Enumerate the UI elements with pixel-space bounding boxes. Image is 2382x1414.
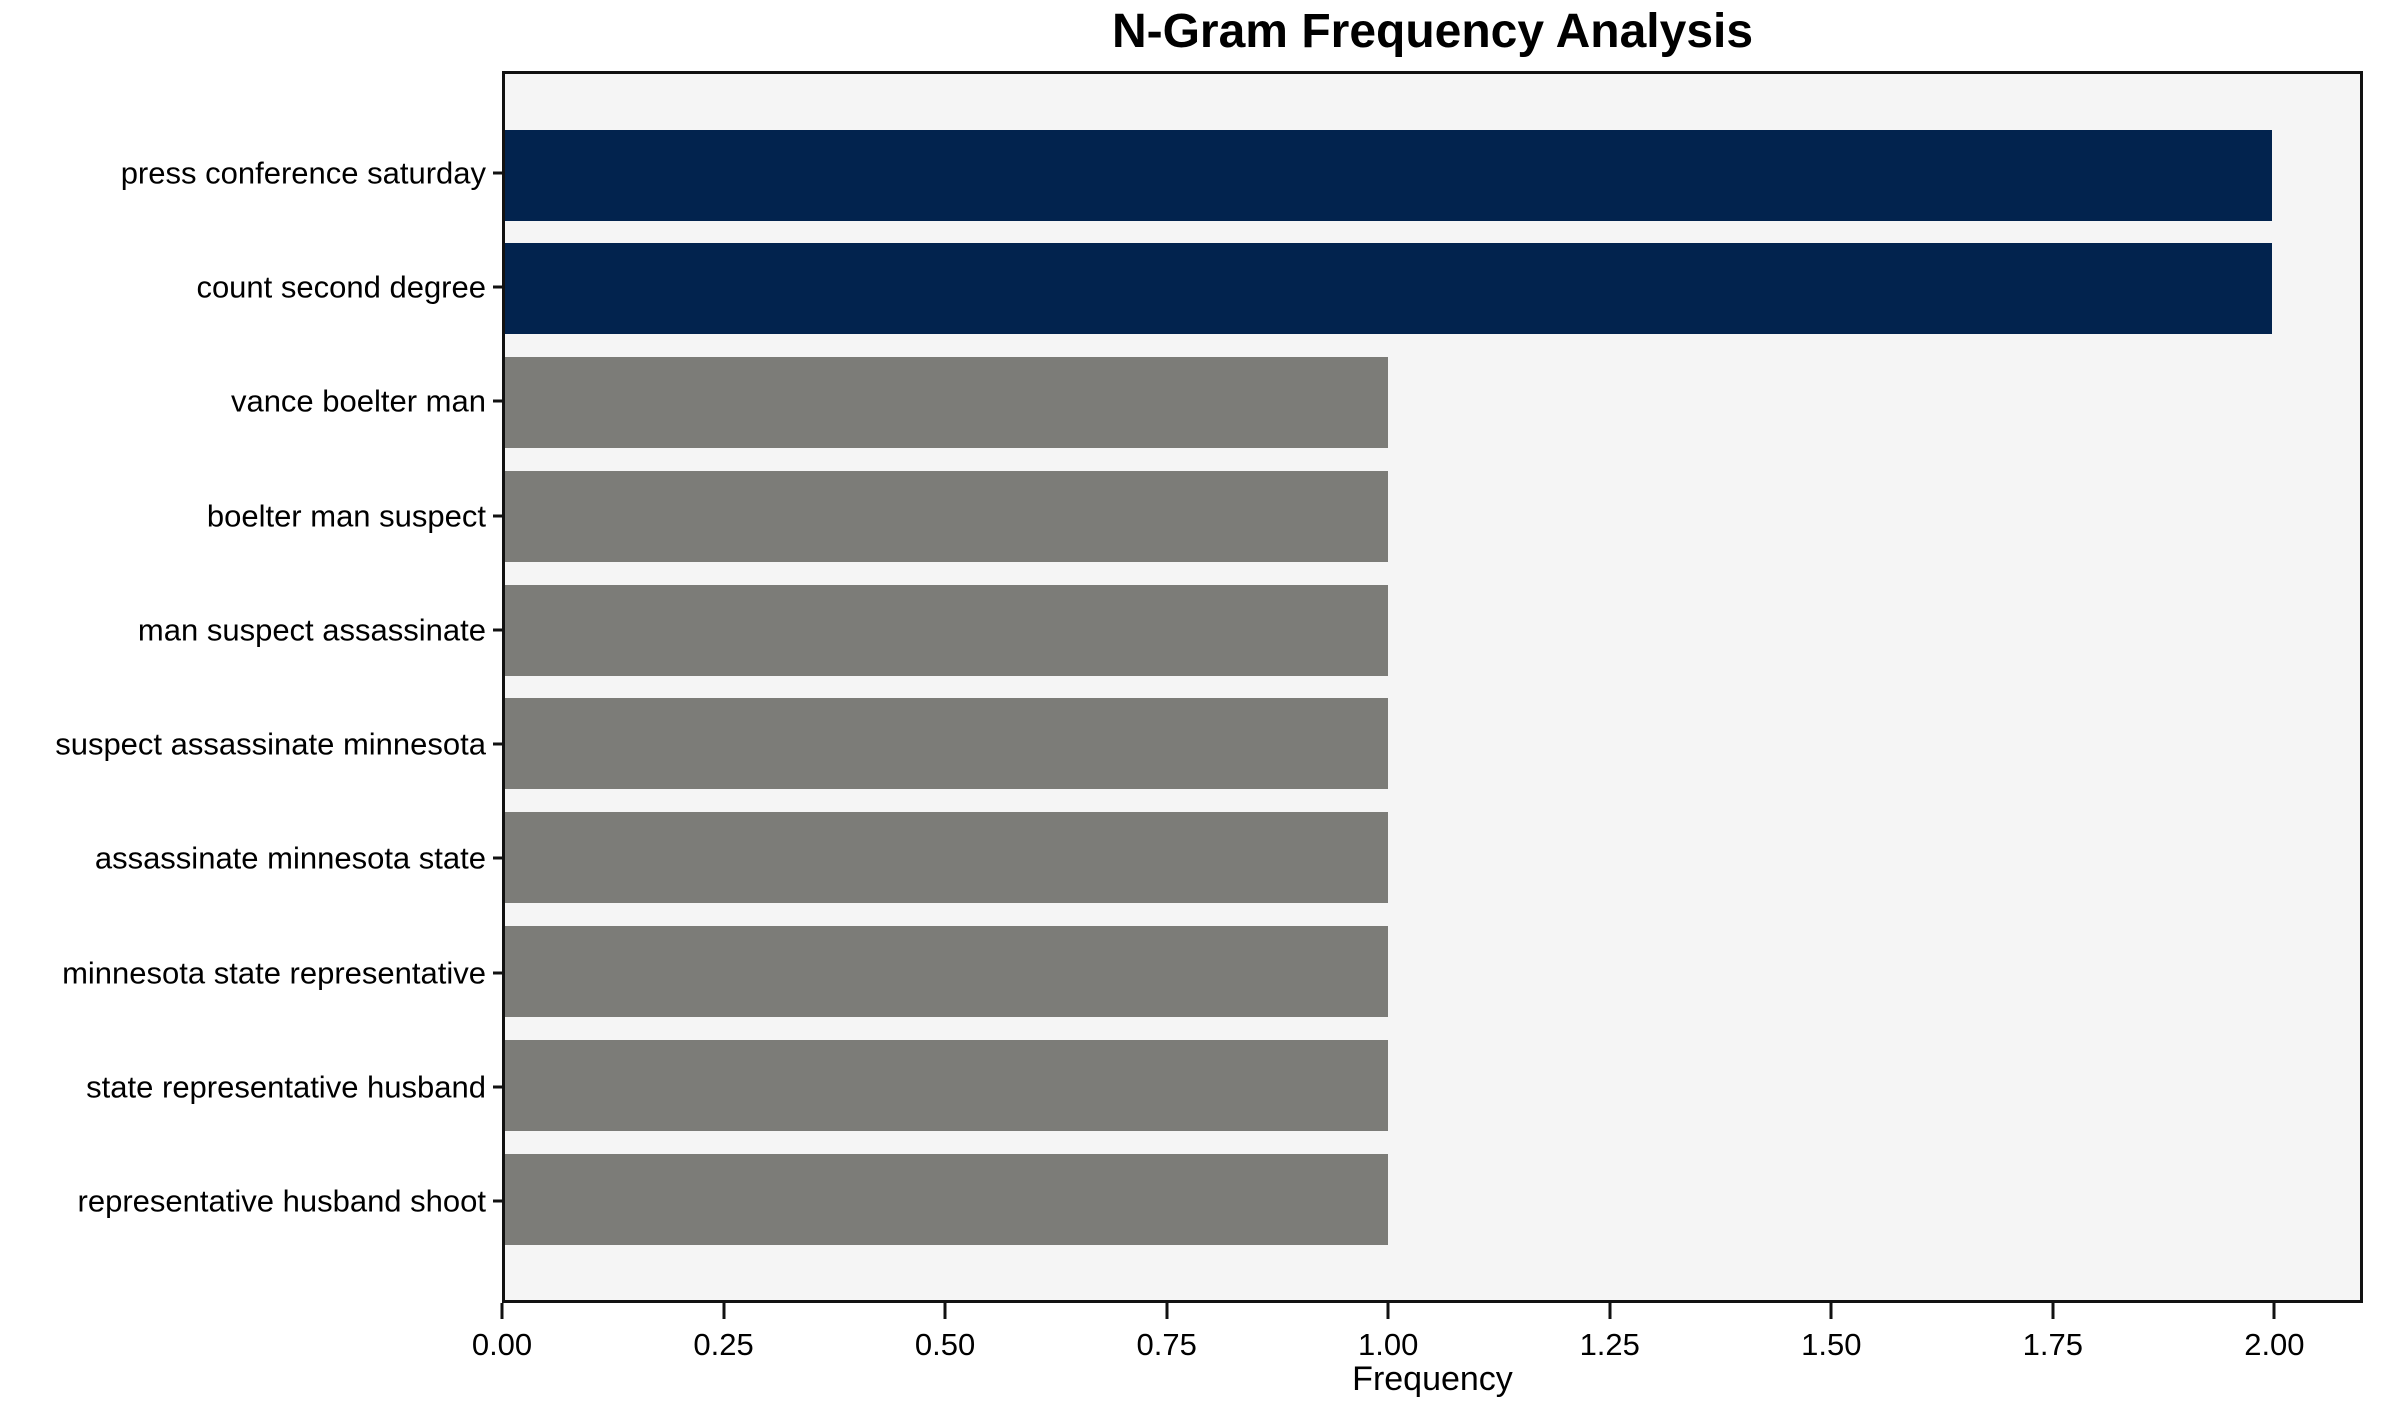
bar <box>505 812 1389 904</box>
y-tick-label: press conference saturday <box>120 155 486 191</box>
x-tick-label: 0.75 <box>1136 1327 1197 1362</box>
bar <box>505 357 1389 449</box>
y-tick <box>493 856 503 860</box>
bar <box>505 243 2272 335</box>
plot-area <box>502 71 2363 1303</box>
bar <box>505 698 1389 790</box>
x-axis-label: Frequency <box>1352 1360 1513 1398</box>
y-tick <box>493 285 503 289</box>
x-tick <box>1165 1303 1169 1319</box>
bar <box>505 584 1389 676</box>
y-tick <box>493 742 503 746</box>
x-tick <box>500 1303 504 1319</box>
x-tick <box>1608 1303 1612 1319</box>
y-tick-label: representative husband shoot <box>77 1183 486 1219</box>
bar-row <box>505 459 2360 573</box>
y-tick-label: boelter man suspect <box>206 498 486 533</box>
x-tick-label: 0.00 <box>471 1327 533 1362</box>
bar <box>505 129 2272 221</box>
x-tick-label: 0.25 <box>693 1327 754 1362</box>
bar-row <box>505 915 2360 1029</box>
chart-title: N-Gram Frequency Analysis <box>1111 5 1754 58</box>
x-tick <box>722 1303 726 1319</box>
bar-row <box>505 1028 2360 1142</box>
x-tick <box>2272 1303 2276 1319</box>
bar <box>505 1153 1389 1245</box>
bar-row <box>505 118 2360 232</box>
y-tick-label: count second degree <box>196 269 486 305</box>
y-tick <box>493 971 503 975</box>
x-tick <box>2051 1303 2055 1319</box>
x-tick-label: 1.25 <box>1579 1327 1640 1362</box>
x-tick-label: 1.50 <box>1801 1327 1862 1362</box>
y-tick-label: suspect assassinate minnesota <box>55 726 486 762</box>
x-tick <box>1386 1303 1390 1319</box>
y-tick <box>493 514 503 517</box>
y-tick <box>493 628 503 632</box>
x-tick-label: 1.00 <box>1358 1327 1419 1362</box>
y-tick-label: vance boelter man <box>230 383 486 419</box>
y-tick-label: minnesota state representative <box>62 955 486 991</box>
x-tick <box>1829 1303 1833 1319</box>
y-axis: press conference saturday count second de… <box>0 71 503 1303</box>
bar-row <box>505 232 2360 346</box>
x-tick-label: 0.50 <box>914 1327 976 1362</box>
bar <box>505 925 1389 1017</box>
bar-row <box>505 1142 2360 1256</box>
bars-container <box>505 118 2360 1256</box>
bar <box>505 470 1389 562</box>
x-tick <box>943 1303 947 1319</box>
y-tick-label: assassinate minnesota state <box>94 840 486 876</box>
bar-row <box>505 346 2360 460</box>
y-tick <box>493 1199 503 1203</box>
bar-row <box>505 687 2360 801</box>
y-tick <box>493 399 503 403</box>
bar <box>505 1039 1389 1131</box>
y-tick <box>493 171 503 175</box>
x-tick-label: 1.75 <box>2022 1327 2083 1362</box>
bar-row <box>505 801 2360 915</box>
x-tick-label: 2.00 <box>2244 1327 2305 1362</box>
y-tick <box>493 1085 503 1089</box>
y-tick-label: man suspect assassinate <box>137 612 486 648</box>
y-tick-label: state representative husband <box>86 1069 486 1105</box>
bar-row <box>505 573 2360 687</box>
x-axis: 0.00 0.25 0.50 0.75 1.00 1.25 1.50 1.75 2.00 <box>472 1303 2363 1393</box>
